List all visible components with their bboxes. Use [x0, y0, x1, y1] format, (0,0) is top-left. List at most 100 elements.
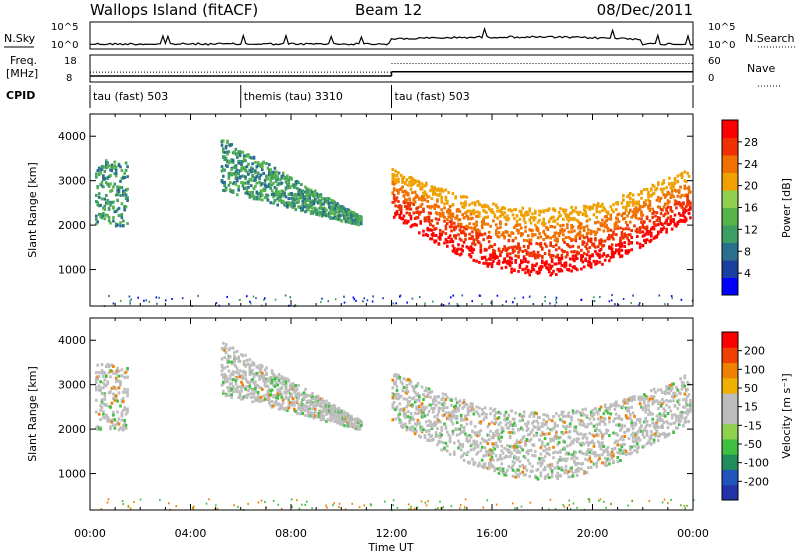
power-cell: [439, 235, 442, 239]
power-cell: [638, 245, 642, 249]
velocity-cell: [337, 410, 341, 414]
power-cell: [96, 203, 99, 207]
velocity-cell: [471, 404, 474, 408]
velocity-cell: [507, 413, 511, 417]
velocity-cell: [506, 417, 509, 421]
power-cell: [404, 182, 407, 186]
velocity-cell: [555, 435, 558, 439]
velocity-cell: [489, 452, 492, 456]
power-cell: [247, 192, 250, 196]
power-cell: [126, 175, 129, 179]
velocity-cell: [273, 379, 277, 383]
power-cell: [508, 234, 512, 238]
velocity-cell: [308, 414, 311, 418]
power-cell: [240, 162, 243, 166]
power-cell: [626, 251, 629, 255]
power-cell: [106, 161, 109, 165]
power-cell: [339, 218, 342, 222]
velocity-cell: [276, 396, 279, 400]
power-cell: [492, 202, 495, 206]
power-cell: [236, 177, 239, 181]
power-cell: [503, 211, 506, 215]
power-cell: [236, 153, 239, 157]
velocity-cell: [478, 464, 481, 468]
power-cell: [662, 214, 666, 218]
power-cell: [119, 213, 122, 217]
power-cell: [482, 261, 485, 265]
velocity-cell: [259, 366, 263, 370]
velocity-cell: [344, 412, 348, 416]
power-cell: [521, 260, 524, 264]
power-clutter-cell: [129, 300, 131, 303]
power-cell: [548, 269, 551, 273]
power-cell: [330, 201, 334, 205]
power-cell: [624, 249, 628, 253]
power-cell: [114, 222, 118, 226]
power-clutter-cell: [246, 295, 248, 298]
power-cell: [529, 216, 533, 220]
power-cell: [513, 249, 516, 253]
velocity-cell: [616, 443, 619, 447]
power-cell: [553, 233, 557, 237]
power-clutter-cell: [614, 303, 616, 306]
velocity-cell: [446, 430, 449, 434]
velocity-cell: [581, 408, 585, 412]
velocity-cell: [582, 442, 586, 446]
velocity-cell: [123, 426, 126, 430]
velocity-cell: [599, 419, 603, 423]
velocity-cell: [256, 390, 260, 394]
velocity-cell: [314, 410, 317, 414]
power-cell: [471, 251, 474, 255]
velocity-cell: [293, 403, 296, 407]
power-cell: [406, 205, 410, 209]
power-cell: [594, 221, 597, 225]
velocity-cell: [401, 408, 404, 412]
velocity-cell: [395, 392, 399, 396]
velocity-cell: [483, 406, 487, 410]
velocity-cell: [541, 461, 544, 465]
velocity-cell: [439, 432, 442, 435]
velocity-cell: [606, 429, 610, 433]
power-cell: [286, 177, 289, 181]
power-clutter-cell: [215, 302, 218, 304]
velocity-cell: [580, 462, 583, 466]
power-cell: [394, 178, 397, 181]
velocity-cell: [102, 370, 105, 374]
power-cell: [430, 228, 434, 232]
power-cell: [302, 190, 306, 194]
velocity-cell: [493, 422, 497, 426]
power-cell: [673, 188, 677, 192]
power-cell: [420, 187, 424, 191]
velocity-cell: [415, 407, 418, 411]
velocity-cell: [416, 382, 420, 386]
velocity-cell: [482, 463, 485, 467]
velocity-cell: [422, 411, 425, 415]
velocity-cell: [617, 447, 621, 451]
power-cell: [541, 261, 544, 265]
velocity-cell: [322, 405, 325, 409]
velocity-cell: [126, 391, 129, 395]
power-cell: [473, 225, 477, 229]
power-cell: [619, 255, 622, 259]
velocity-cell: [437, 441, 441, 444]
power-cell: [662, 179, 666, 183]
velocity-cell: [100, 406, 104, 410]
power-cell: [637, 202, 640, 206]
velocity-cell: [613, 404, 617, 408]
power-cell: [493, 249, 497, 253]
velocity-cell: [570, 469, 573, 473]
velocity-cell: [563, 469, 566, 473]
power-cell: [110, 163, 114, 167]
velocity-cell: [471, 430, 474, 434]
velocity-cell: [347, 417, 350, 421]
velocity-cell: [555, 412, 558, 416]
power-cell: [102, 206, 105, 210]
power-cell: [676, 202, 680, 206]
velocity-cell: [325, 412, 328, 416]
power-cell: [248, 155, 252, 159]
velocity-cell: [479, 429, 483, 433]
velocity-cell: [486, 433, 490, 437]
power-cell: [587, 250, 590, 254]
power-cell: [522, 215, 526, 219]
power-cell: [619, 226, 622, 230]
